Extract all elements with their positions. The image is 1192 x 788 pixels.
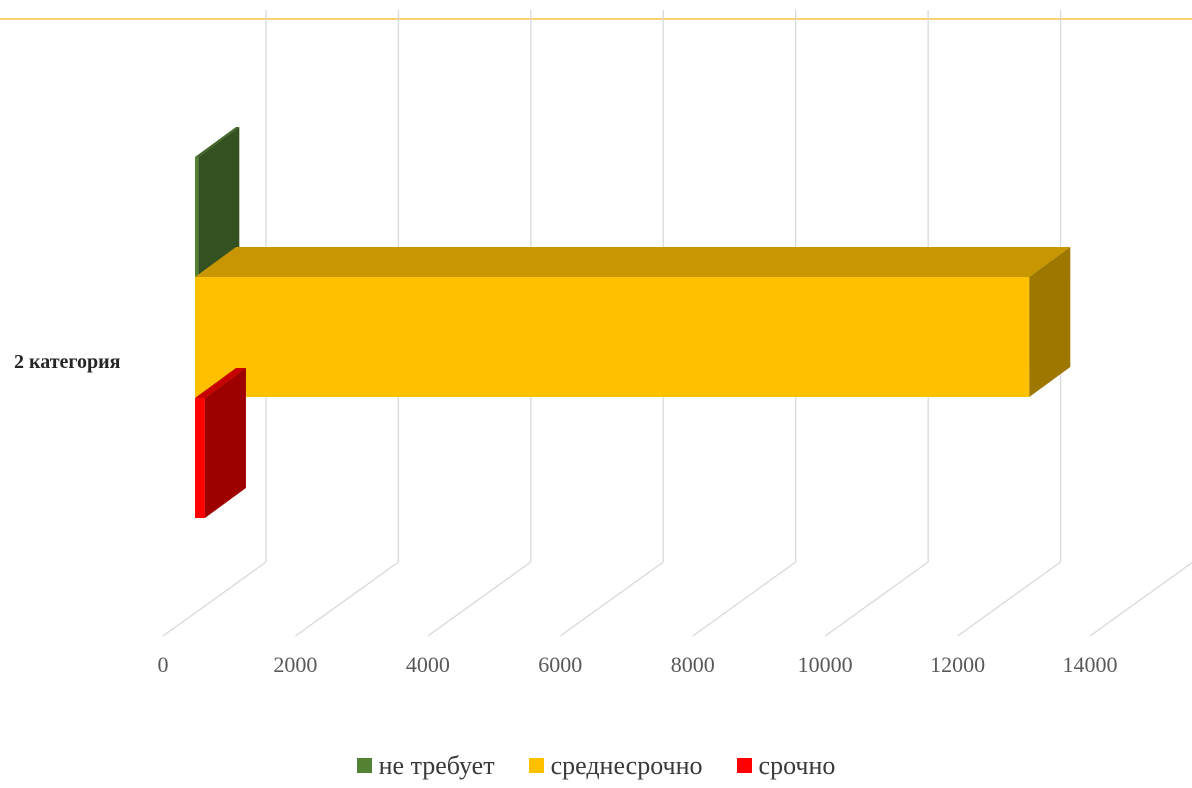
legend: не требует среднесрочно срочно (0, 748, 1192, 783)
legend-label: среднесрочно (550, 750, 703, 780)
legend-item-srochno: срочно (736, 750, 836, 781)
bar-side (198, 127, 240, 277)
legend-item-srednesrochno: среднесрочно (528, 750, 703, 781)
x-axis-ticks: 0 2000 4000 6000 8000 10000 12000 14000 (158, 652, 1118, 677)
x-tick-label: 4000 (406, 652, 450, 677)
gridline-floor (162, 561, 267, 637)
gridline-floor (559, 561, 664, 637)
x-tick-label: 10000 (798, 652, 853, 677)
x-tick-label: 14000 (1063, 652, 1118, 677)
bar-front (195, 398, 205, 518)
legend-label: срочно (758, 750, 836, 780)
bars (195, 127, 1071, 518)
gridline-floor (957, 561, 1061, 637)
bar-side (204, 368, 246, 518)
bar (195, 247, 1071, 397)
x-tick-label: 8000 (671, 652, 715, 677)
bar-side (1029, 247, 1071, 397)
x-tick-label: 2000 (273, 652, 317, 677)
legend-swatch (736, 758, 752, 773)
x-tick-label: 6000 (538, 652, 582, 677)
gridline-floor (427, 561, 532, 637)
gridline-floor (692, 561, 797, 637)
x-tick-label: 0 (158, 652, 169, 677)
bar (195, 127, 240, 277)
category-labels: 2 категория (14, 351, 121, 373)
legend-swatch (356, 758, 372, 773)
bar (195, 368, 246, 518)
legend-label: не требует (378, 750, 495, 780)
category-label: 2 категория (14, 351, 121, 373)
bar-front (195, 157, 199, 277)
legend-swatch (528, 758, 544, 773)
bar-front (195, 277, 1030, 397)
gridline-floor (824, 561, 929, 637)
x-tick-label: 12000 (930, 652, 985, 677)
gridline-floor (1089, 561, 1192, 637)
legend-item-ne-trebuet: не требует (356, 750, 495, 781)
bar-top (195, 247, 1071, 277)
bar-top (195, 368, 246, 398)
bar-top (195, 127, 240, 157)
gridline-floor (295, 561, 399, 637)
